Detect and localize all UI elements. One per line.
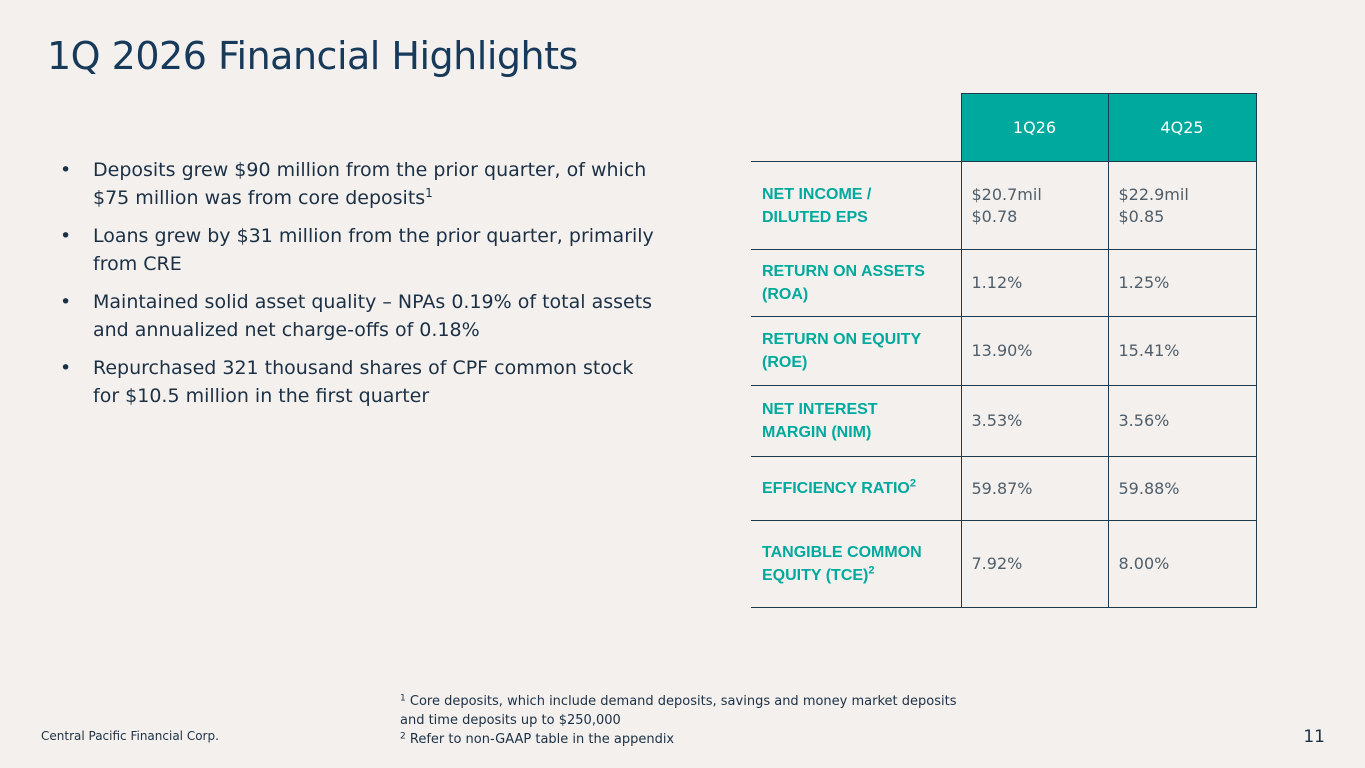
footnote-1: 1 Core deposits, which include demand de… xyxy=(400,692,956,730)
bullet-dot: • xyxy=(60,159,72,181)
label-line: EFFICIENCY RATIO xyxy=(762,480,910,497)
bullet-text: Loans grew by $31 million from the prior… xyxy=(93,225,654,275)
table-row-efficiency-ratio: EFFICIENCY RATIO2 59.87% 59.88% xyxy=(751,456,1257,521)
footnote-marker: 2 xyxy=(400,731,406,742)
table-row-roa: RETURN ON ASSETS (ROA) 1.12% 1.25% xyxy=(751,249,1257,317)
footnote-2: 2 Refer to non-GAAP table in the appendi… xyxy=(400,730,956,749)
footnotes: 1 Core deposits, which include demand de… xyxy=(400,692,956,749)
value-4q25: 8.00% xyxy=(1107,520,1257,608)
value-1q26: 3.53% xyxy=(960,385,1109,457)
header-1q26: 1Q26 xyxy=(960,93,1109,162)
bullet-dot: • xyxy=(60,225,72,247)
metric-label: NET INCOME / DILUTED EPS xyxy=(751,161,962,250)
value-1q26: 7.92% xyxy=(960,520,1109,608)
label-line: NET INCOME / xyxy=(762,185,872,203)
value-4q25: 15.41% xyxy=(1107,316,1257,386)
label-line: RETURN ON EQUITY xyxy=(762,331,922,348)
metric-label: RETURN ON ASSETS (ROA) xyxy=(751,249,962,317)
bullet-dot: • xyxy=(60,357,72,379)
value-line: $0.78 xyxy=(971,206,1018,226)
label-line: EQUITY (TCE) xyxy=(762,567,869,584)
label-line: DILUTED EPS xyxy=(762,208,868,226)
label-line: (ROE) xyxy=(762,354,808,371)
value-1q26: 1.12% xyxy=(960,249,1109,317)
value-4q25: 59.88% xyxy=(1107,456,1257,521)
label-line: (ROA) xyxy=(762,286,809,303)
value-1q26: $20.7mil $0.78 xyxy=(960,161,1109,250)
table-row-roe: RETURN ON EQUITY (ROE) 13.90% 15.41% xyxy=(751,316,1257,386)
header-blank-cell xyxy=(751,93,961,162)
bullet-dot: • xyxy=(60,291,72,313)
value-4q25: 1.25% xyxy=(1107,249,1257,317)
table-header-row: 1Q26 4Q25 xyxy=(751,93,1257,162)
highlights-list: • Deposits grew $90 million from the prio… xyxy=(60,156,660,420)
bullet-item: • Repurchased 321 thousand shares of CPF … xyxy=(60,354,660,410)
metric-label: TANGIBLE COMMON EQUITY (TCE)2 xyxy=(751,520,962,608)
label-line: RETURN ON ASSETS xyxy=(762,263,925,280)
footnote-text: Refer to non-GAAP table in the appendix xyxy=(409,732,675,747)
footnote-ref: 2 xyxy=(868,564,875,577)
footnote-ref: 2 xyxy=(909,477,916,490)
footnote-marker: 1 xyxy=(400,693,406,704)
bullet-item: • Loans grew by $31 million from the prio… xyxy=(60,222,660,278)
value-4q25: $22.9mil $0.85 xyxy=(1107,161,1257,250)
metric-label: EFFICIENCY RATIO2 xyxy=(751,456,962,521)
footnote-ref: 1 xyxy=(425,185,433,200)
bullet-text: Repurchased 321 thousand shares of CPF c… xyxy=(93,357,634,407)
metric-label: RETURN ON EQUITY (ROE) xyxy=(751,316,962,386)
footnote-text: Core deposits, which include demand depo… xyxy=(409,694,957,709)
bullet-item: • Maintained solid asset quality – NPAs 0… xyxy=(60,288,660,344)
value-line: $22.9mil xyxy=(1118,184,1189,204)
label-line: TANGIBLE COMMON xyxy=(762,544,922,561)
table-row-tce: TANGIBLE COMMON EQUITY (TCE)2 7.92% 8.00% xyxy=(751,520,1257,608)
label-line: NET INTEREST xyxy=(762,401,878,418)
bullet-item: • Deposits grew $90 million from the prio… xyxy=(60,156,660,212)
value-1q26: 59.87% xyxy=(960,456,1109,521)
table-row-nim: NET INTEREST MARGIN (NIM) 3.53% 3.56% xyxy=(751,385,1257,457)
company-name: Central Pacific Financial Corp. xyxy=(41,729,219,743)
slide-title: 1Q 2026 Financial Highlights xyxy=(47,34,578,78)
metric-label: NET INTEREST MARGIN (NIM) xyxy=(751,385,962,457)
page-number: 11 xyxy=(1303,727,1325,747)
value-line: $0.85 xyxy=(1118,206,1165,226)
value-1q26: 13.90% xyxy=(960,316,1109,386)
value-line: $20.7mil xyxy=(971,184,1042,204)
value-4q25: 3.56% xyxy=(1107,385,1257,457)
label-line: MARGIN (NIM) xyxy=(762,424,872,441)
footnote-text: and time deposits up to $250,000 xyxy=(400,713,621,728)
financial-metrics-table: 1Q26 4Q25 NET INCOME / DILUTED EPS $20.7m… xyxy=(751,93,1257,608)
table-row-net-income: NET INCOME / DILUTED EPS $20.7mil $0.78 $2… xyxy=(751,161,1257,250)
bullet-text: Deposits grew $90 million from the prior… xyxy=(93,159,647,209)
header-4q25: 4Q25 xyxy=(1107,93,1257,162)
bullet-text: Maintained solid asset quality – NPAs 0.… xyxy=(93,291,653,341)
